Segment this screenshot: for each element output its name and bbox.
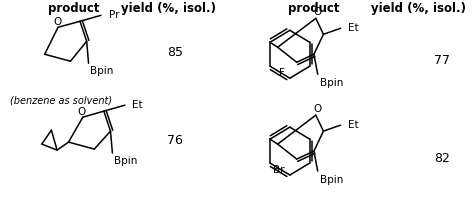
Text: O: O (314, 104, 322, 114)
Text: Bpin: Bpin (319, 174, 343, 184)
Text: 76: 76 (167, 133, 183, 146)
Text: 85: 85 (167, 46, 183, 59)
Text: Et: Et (348, 23, 359, 33)
Text: yield (%, isol.): yield (%, isol.) (121, 2, 216, 15)
Text: O: O (53, 17, 61, 27)
Text: product: product (47, 2, 99, 15)
Text: 77: 77 (435, 54, 450, 66)
Text: O: O (314, 7, 322, 17)
Text: (benzene as solvent): (benzene as solvent) (10, 95, 112, 105)
Text: 82: 82 (435, 151, 450, 164)
Text: O: O (78, 107, 86, 117)
Text: Et: Et (348, 119, 359, 130)
Text: product: product (288, 2, 339, 15)
Text: Et: Et (132, 100, 143, 110)
Text: Bpin: Bpin (91, 66, 114, 76)
Text: F: F (279, 68, 285, 78)
Text: Bpin: Bpin (114, 155, 138, 165)
Text: yield (%, isol.): yield (%, isol.) (371, 2, 466, 15)
Text: Pr: Pr (109, 10, 119, 20)
Text: Br: Br (273, 164, 284, 174)
Text: Bpin: Bpin (319, 78, 343, 88)
